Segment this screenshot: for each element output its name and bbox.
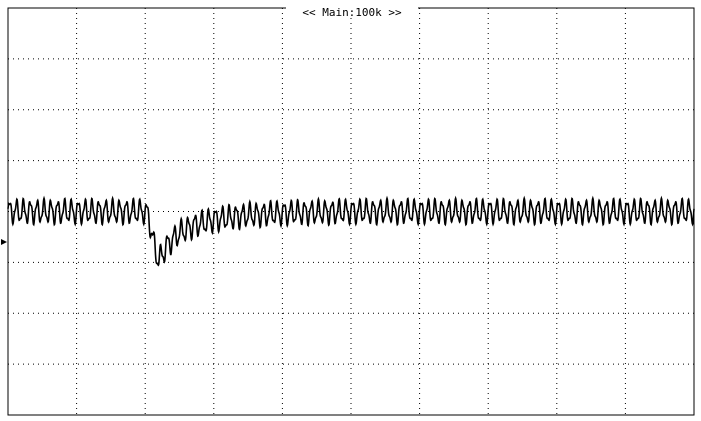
signal-trace	[7, 195, 695, 267]
timebase-label: << Main:100k >>	[302, 6, 402, 19]
channel-marker-icon	[1, 239, 7, 245]
header-label-background	[286, 5, 418, 18]
trace-layer	[1, 195, 695, 267]
